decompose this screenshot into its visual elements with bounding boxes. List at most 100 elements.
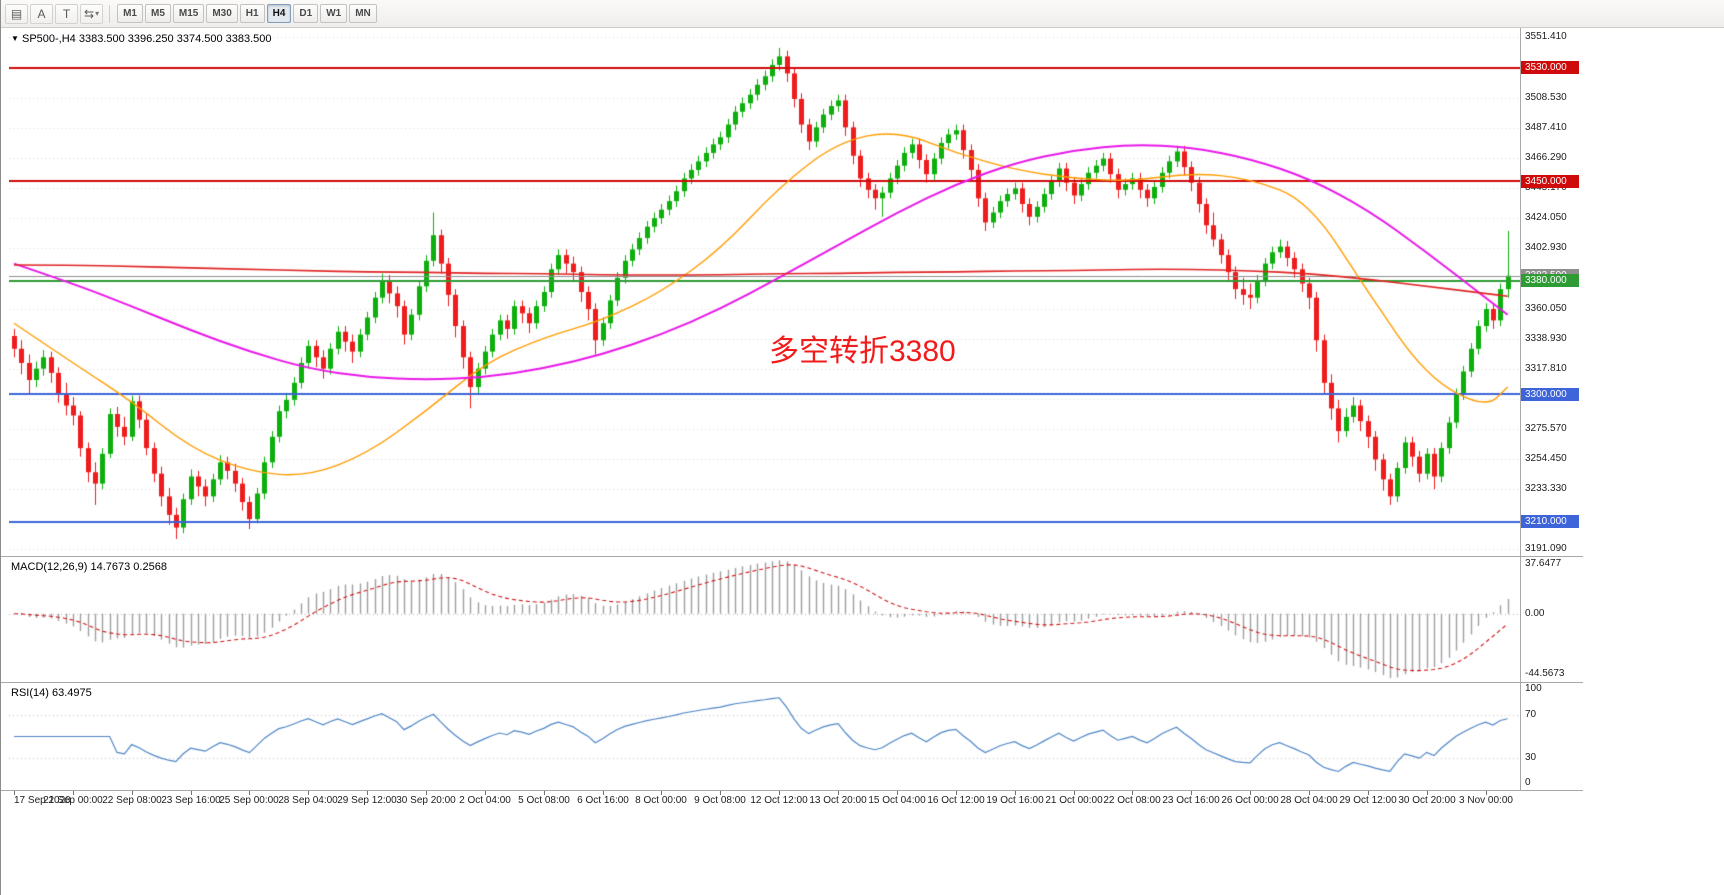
time-label: 3 Nov 00:00 (1459, 795, 1513, 806)
time-label: 15 Oct 04:00 (868, 795, 926, 806)
macd-axis-label: 37.6477 (1525, 558, 1562, 569)
time-tick (603, 791, 604, 795)
macd-axis-label: 0.00 (1525, 607, 1545, 619)
time-label: 22 Oct 08:00 (1103, 795, 1161, 806)
timeframe-m1-button[interactable]: M1 (117, 4, 143, 23)
time-label: 26 Oct 00:00 (1221, 795, 1279, 806)
timeframe-h4-button[interactable]: H4 (266, 4, 292, 23)
time-label: 29 Sep 12:00 (337, 795, 397, 806)
rsi-indicator-label: RSI(14) 63.4975 (11, 687, 92, 699)
time-label: 29 Oct 12:00 (1339, 795, 1397, 806)
trend-annotation-text[interactable]: 多空转折3380 (769, 335, 956, 368)
price-tick-label: 3466.290 (1525, 152, 1567, 164)
drawing-tools-group: ▤ A T ⇆ ▾ (5, 3, 104, 24)
price-tick-label: 3487.410 (1525, 122, 1567, 134)
rsi-axis-label: 0 (1525, 777, 1531, 788)
rsi-axis-label: 70 (1525, 709, 1537, 721)
price-tick-label: 3508.530 (1525, 92, 1567, 104)
time-tick (426, 791, 427, 795)
time-label: 30 Sep 20:00 (396, 795, 456, 806)
price-tick-label: 3551.410 (1525, 31, 1567, 43)
time-tick (661, 791, 662, 795)
time-tick (1132, 791, 1133, 795)
time-label: 19 Oct 16:00 (986, 795, 1044, 806)
time-tick (1368, 791, 1369, 795)
macd-indicator-label: MACD(12,26,9) 14.7673 0.2568 (11, 561, 167, 573)
rsi-panel-canvas[interactable] (9, 683, 1520, 790)
time-label: 6 Oct 16:00 (577, 795, 629, 806)
time-label: 21 Sep 00:00 (43, 795, 103, 806)
price-tick-label: 3317.810 (1525, 362, 1567, 374)
text-tool-icon: A (37, 6, 46, 21)
price-tick-label: 3233.330 (1525, 482, 1567, 494)
price-tick-label: 3360.050 (1525, 302, 1567, 314)
time-label: 17 Sep 2020 (14, 795, 71, 806)
time-label: 28 Oct 04:00 (1280, 795, 1338, 806)
time-tick (249, 791, 250, 795)
text-frame-tool-icon: T (62, 6, 71, 21)
timeframe-h1-button[interactable]: H1 (239, 4, 265, 23)
time-tick (308, 791, 309, 795)
toolbar-separator (109, 4, 111, 23)
price-level-label[interactable]: 3380.000 (1521, 274, 1579, 288)
price-tick-label: 3191.090 (1525, 542, 1567, 554)
shapes-tool-icon: ⇆ (84, 6, 95, 21)
macd-panel-canvas[interactable] (9, 557, 1520, 682)
time-label: 2 Oct 04:00 (459, 795, 511, 806)
price-tick-label: 3424.050 (1525, 212, 1567, 224)
time-label: 30 Oct 20:00 (1398, 795, 1456, 806)
rsi-axis-label: 30 (1525, 751, 1537, 763)
price-tick-label: 3338.930 (1525, 332, 1567, 344)
charts-grid-button[interactable]: ▤ (5, 3, 28, 24)
time-tick (191, 791, 192, 795)
ohlc-readout: SP500-,H4 3383.500 3396.250 3374.500 338… (21, 33, 272, 45)
price-level-label[interactable]: 3530.000 (1521, 61, 1579, 75)
timeframe-d1-button[interactable]: D1 (293, 4, 319, 23)
time-tick (1427, 791, 1428, 795)
time-label: 13 Oct 20:00 (809, 795, 867, 806)
time-label: 23 Sep 16:00 (161, 795, 221, 806)
text-tool-button[interactable]: A (30, 3, 53, 24)
panel-separator[interactable] (1, 790, 1583, 791)
time-tick (897, 791, 898, 795)
time-tick (132, 791, 133, 795)
time-label: 25 Sep 00:00 (219, 795, 279, 806)
time-label: 28 Sep 04:00 (278, 795, 338, 806)
price-level-label[interactable]: 3450.000 (1521, 174, 1579, 188)
time-tick (485, 791, 486, 795)
time-label: 5 Oct 08:00 (518, 795, 570, 806)
shapes-tool-button[interactable]: ⇆ ▾ (80, 3, 104, 24)
time-tick (367, 791, 368, 795)
timeframe-m5-button[interactable]: M5 (144, 4, 171, 23)
time-tick (779, 791, 780, 795)
time-tick (1309, 791, 1310, 795)
time-tick (1250, 791, 1251, 795)
time-tick (838, 791, 839, 795)
price-tick-label: 3275.570 (1525, 422, 1567, 434)
text-frame-tool-button[interactable]: T (55, 3, 78, 24)
time-label: 9 Oct 08:00 (694, 795, 746, 806)
price-tick-label: 3254.450 (1525, 452, 1567, 464)
charts-grid-icon: ▤ (10, 6, 23, 21)
dropdown-caret-icon: ▾ (95, 8, 100, 18)
timeframe-mn-button[interactable]: MN (349, 4, 377, 23)
price-level-label[interactable]: 3300.000 (1521, 387, 1579, 401)
price-chart-canvas[interactable] (9, 28, 1520, 556)
time-label: 8 Oct 00:00 (635, 795, 687, 806)
symbol-info: ▼ SP500-,H4 3383.500 3396.250 3374.500 3… (11, 33, 272, 45)
timeframe-m30-button[interactable]: M30 (206, 4, 238, 23)
panel-separator[interactable] (1, 682, 1583, 683)
timeframe-w1-button[interactable]: W1 (320, 4, 348, 23)
time-tick (73, 791, 74, 795)
time-tick (720, 791, 721, 795)
toolbar: ▤ A T ⇆ ▾ M1 M5 M15 M30 H1 H4 D1 W1 MN (1, 0, 1724, 28)
time-label: 21 Oct 00:00 (1045, 795, 1103, 806)
time-tick (1015, 791, 1016, 795)
collapse-icon[interactable]: ▼ (11, 34, 19, 43)
price-level-label[interactable]: 3210.000 (1521, 515, 1579, 529)
timeframe-m15-button[interactable]: M15 (172, 4, 205, 23)
panel-separator[interactable] (1, 556, 1583, 557)
time-tick (14, 791, 15, 795)
time-label: 23 Oct 16:00 (1162, 795, 1220, 806)
